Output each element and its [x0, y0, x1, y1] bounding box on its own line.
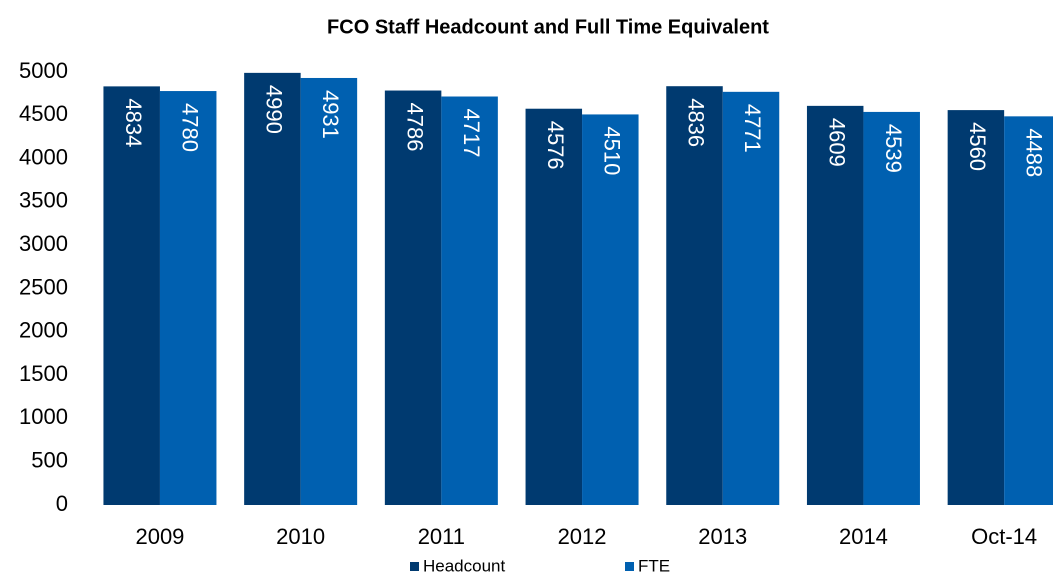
y-tick-label: 4000: [19, 144, 68, 169]
data-label: 4609: [824, 118, 849, 167]
y-tick-label: 2500: [19, 274, 68, 299]
bar: [1004, 116, 1053, 505]
data-label: 4488: [1022, 128, 1047, 177]
x-tick-label: 2009: [135, 524, 184, 549]
x-tick-label: 2012: [558, 524, 607, 549]
data-label: 4931: [318, 90, 343, 139]
x-tick-label: 2013: [698, 524, 747, 549]
data-label: 4717: [459, 109, 484, 158]
y-tick-label: 5000: [19, 58, 68, 83]
bar: [863, 111, 920, 505]
x-tick-label: 2011: [418, 524, 465, 549]
bar: [947, 110, 1005, 505]
bar: [525, 108, 583, 506]
legend-label: FTE: [638, 556, 670, 575]
y-tick-label: 1500: [19, 361, 68, 386]
legend-swatch: [625, 562, 634, 571]
data-label: 4771: [740, 104, 765, 153]
bar: [806, 105, 864, 506]
y-tick-label: 500: [31, 448, 68, 473]
y-tick-label: 1000: [19, 404, 68, 429]
bar: [159, 91, 217, 505]
x-tick-label: 2014: [839, 524, 888, 549]
data-label: 4560: [965, 122, 990, 171]
data-label: 4836: [684, 98, 709, 147]
bar: [103, 86, 160, 505]
y-tick-label: 4500: [19, 101, 68, 126]
data-label: 4780: [177, 103, 202, 152]
y-tick-label: 0: [56, 491, 68, 516]
bar: [582, 114, 639, 506]
data-label: 4576: [543, 121, 568, 170]
legend-swatch: [410, 562, 419, 571]
legend-label: Headcount: [423, 556, 506, 575]
x-tick-label: 2010: [276, 524, 325, 549]
bar: [722, 91, 780, 506]
chart-title: FCO Staff Headcount and Full Time Equiva…: [327, 16, 769, 38]
bar: [300, 77, 358, 505]
data-label: 4510: [599, 126, 624, 175]
data-label: 4990: [262, 85, 287, 134]
bar: [384, 90, 442, 505]
data-label: 4834: [121, 98, 146, 147]
x-tick-label: Oct-14: [971, 524, 1037, 549]
y-tick-label: 3500: [19, 188, 68, 213]
data-label: 4539: [881, 124, 906, 173]
data-label: 4786: [402, 103, 427, 152]
bar: [666, 86, 723, 506]
bar: [244, 72, 301, 505]
bar: [441, 96, 498, 505]
y-tick-label: 2000: [19, 318, 68, 343]
y-tick-label: 3000: [19, 231, 68, 256]
